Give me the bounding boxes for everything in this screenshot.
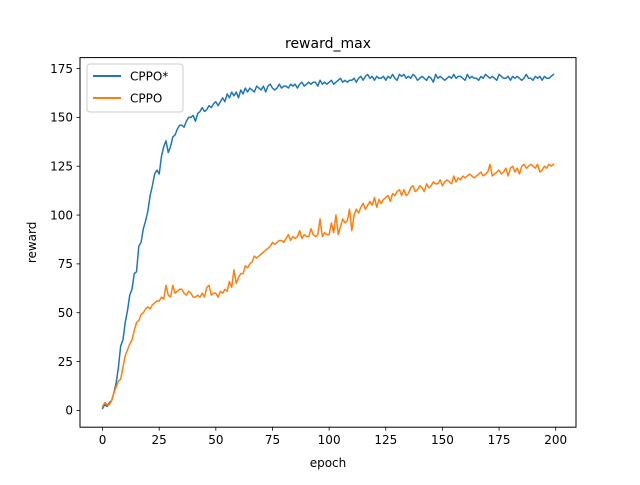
- y-axis-label: reward: [25, 222, 39, 264]
- x-tick-label: 100: [318, 433, 341, 447]
- y-axis-ticks: 0 25 50 75 100 125 150 175: [50, 62, 80, 418]
- y-tick-label: 50: [58, 306, 73, 320]
- x-tick-label: 125: [374, 433, 397, 447]
- y-tick-label: 100: [50, 208, 73, 222]
- y-tick-label: 175: [50, 62, 73, 76]
- x-axis-label: epoch: [310, 456, 347, 470]
- legend-label-cppo: CPPO: [130, 92, 162, 106]
- y-tick-label: 125: [50, 160, 73, 174]
- axes-frame: [79, 57, 577, 428]
- x-tick-label: 0: [99, 433, 107, 447]
- series-line-cppo-star: [101, 73, 555, 410]
- x-tick-label: 25: [152, 433, 167, 447]
- legend-label-cppo-star: CPPO*: [130, 70, 168, 84]
- y-tick-label: 150: [50, 111, 73, 125]
- series-layer: [101, 73, 555, 410]
- series-line-cppo: [101, 163, 555, 408]
- x-tick-label: 200: [544, 433, 567, 447]
- chart-title: reward_max: [285, 36, 371, 52]
- y-tick-label: 75: [58, 257, 73, 271]
- x-tick-label: 50: [208, 433, 223, 447]
- plot-area: 0 25 50 75 100 125 150 175 200 0 25 50 75 100 125 150 1…: [50, 57, 577, 447]
- x-tick-label: 150: [431, 433, 454, 447]
- y-tick-label: 0: [65, 404, 73, 418]
- legend: CPPO* CPPO: [86, 63, 184, 113]
- x-tick-label: 175: [488, 433, 511, 447]
- y-tick-label: 25: [58, 355, 73, 369]
- x-axis-ticks: 0 25 50 75 100 125 150 175 200: [99, 427, 567, 447]
- x-tick-label: 75: [265, 433, 280, 447]
